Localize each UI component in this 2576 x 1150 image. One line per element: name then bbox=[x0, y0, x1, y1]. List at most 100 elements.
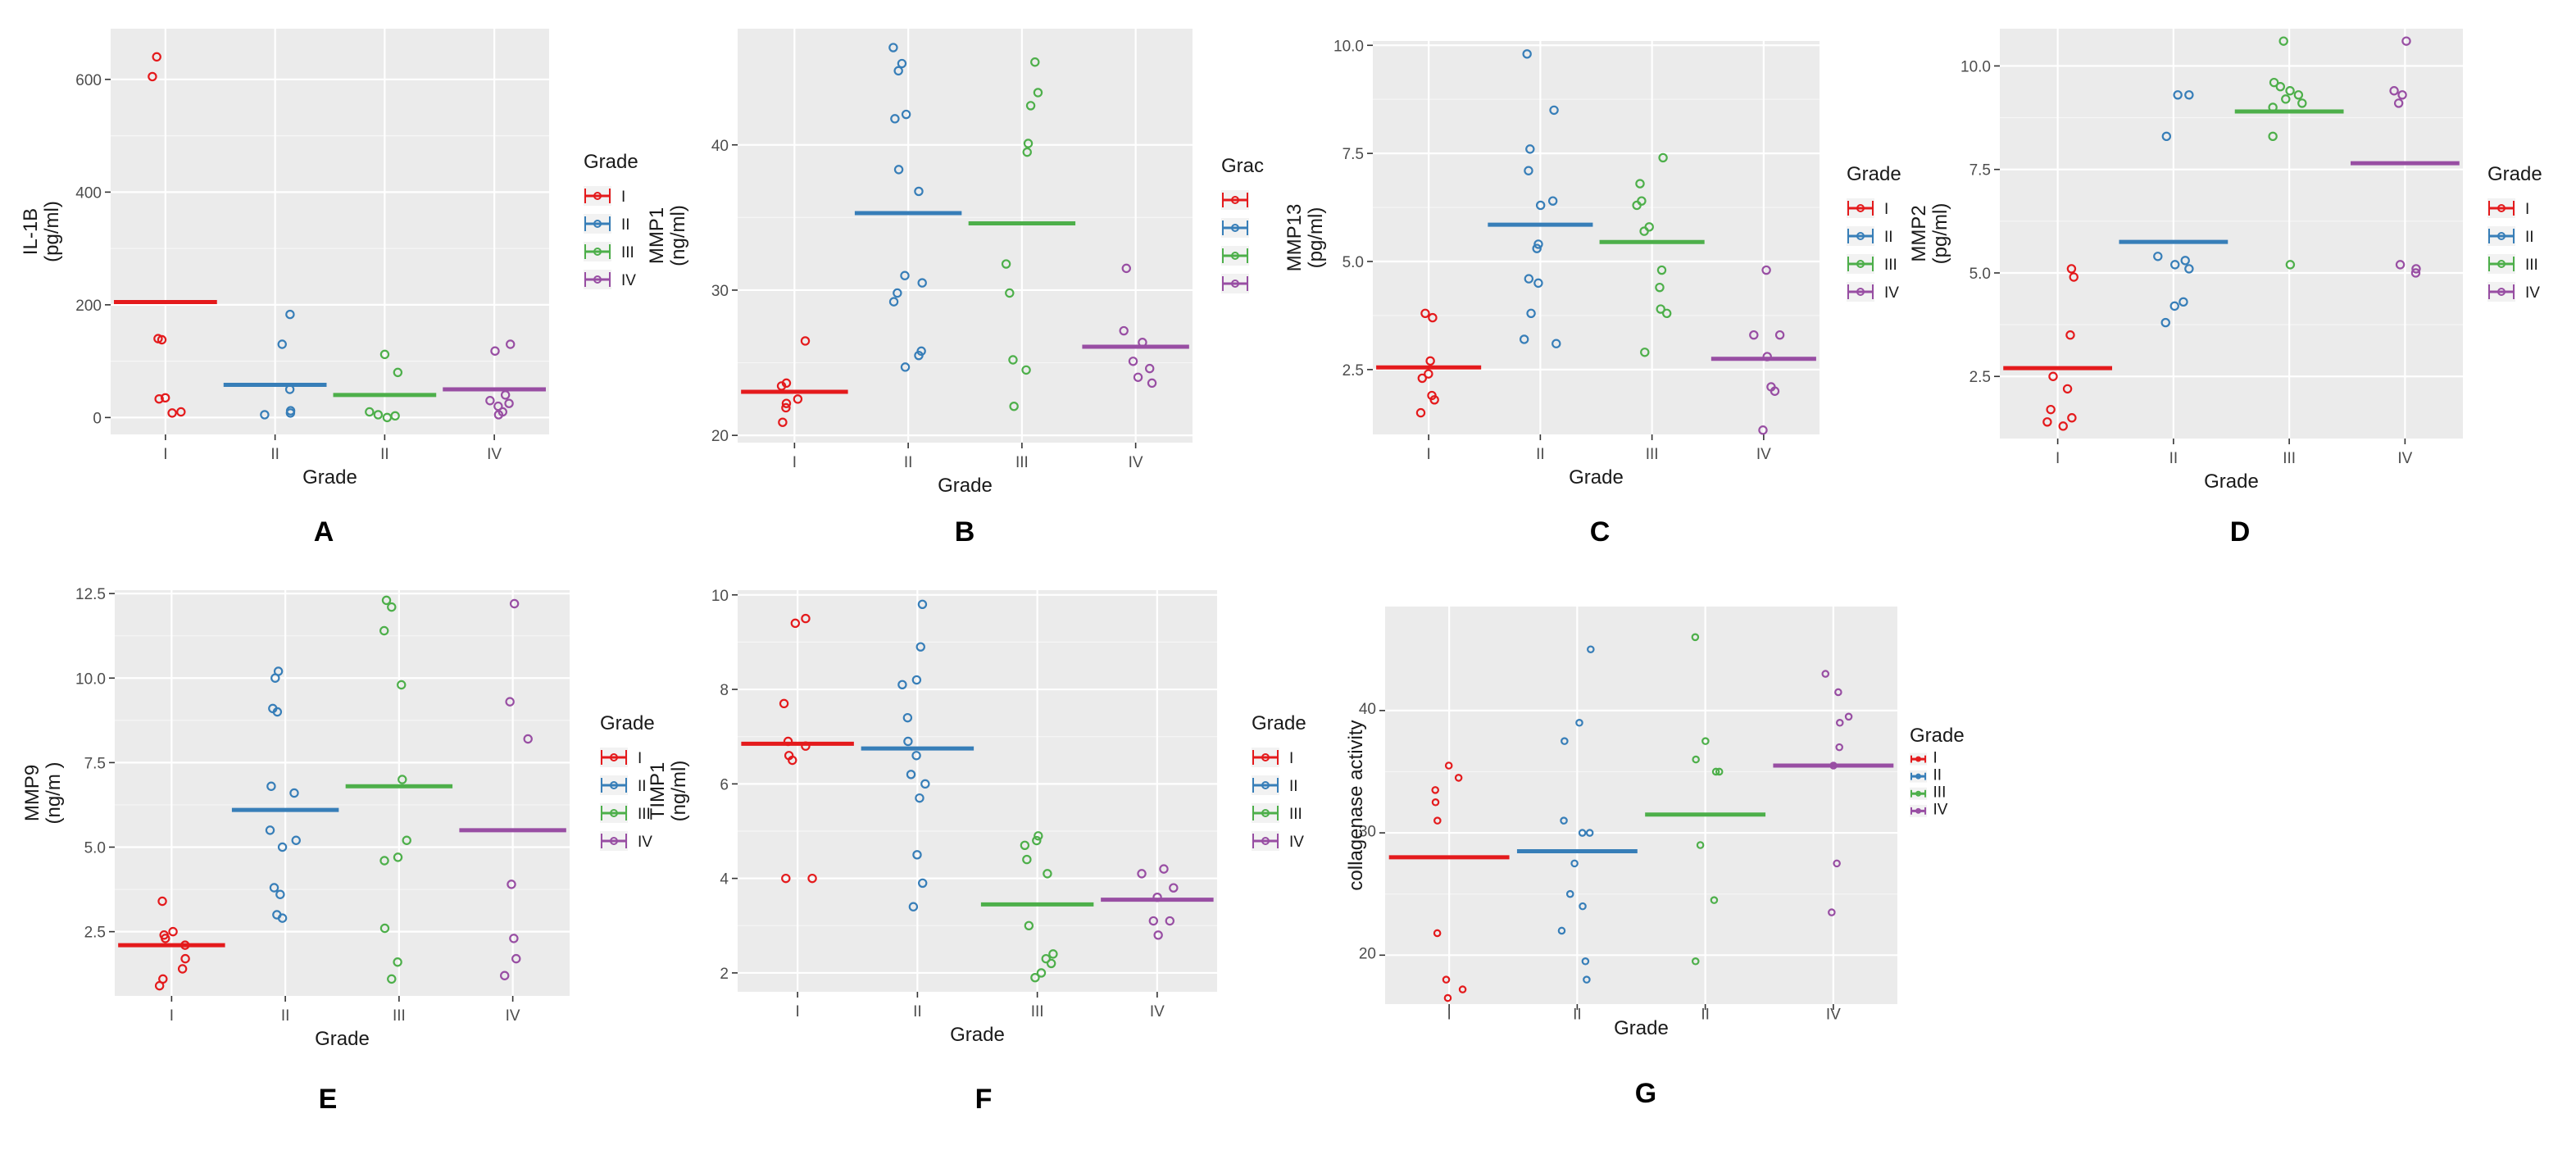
data-point-grade-ii bbox=[893, 288, 902, 298]
data-point-grade-iii bbox=[1021, 365, 1031, 375]
data-point-grade-iii bbox=[2297, 98, 2307, 108]
panel-background bbox=[115, 590, 570, 996]
panel-label-f: F bbox=[975, 1084, 993, 1115]
data-point-grade-ii bbox=[893, 66, 903, 76]
data-point-grade-iii bbox=[1025, 101, 1036, 111]
x-axis-title: Grade bbox=[938, 475, 993, 497]
x-tick-label: II bbox=[1701, 1007, 1710, 1024]
data-point-grade-iv bbox=[2401, 36, 2411, 46]
data-point-grade-i bbox=[2058, 421, 2068, 431]
legend-key-point bbox=[2497, 232, 2506, 240]
data-point-grade-i bbox=[1428, 312, 1438, 323]
data-point-grade-iv bbox=[2389, 86, 2399, 96]
data-point-grade-iii bbox=[379, 923, 390, 934]
panel-background bbox=[738, 29, 1193, 443]
legend-key-point bbox=[1261, 753, 1270, 761]
data-point-grade-iii bbox=[402, 835, 411, 845]
legend-label-grade-ii: II bbox=[638, 778, 647, 795]
data-point-grade-ii bbox=[1525, 144, 1535, 154]
data-point-grade-iii bbox=[387, 974, 397, 984]
data-point-grade-iv bbox=[1774, 330, 1785, 340]
data-point-grade-iii bbox=[397, 680, 407, 690]
y-tick-label: 2.5 bbox=[1969, 369, 1991, 386]
data-point-grade-i bbox=[168, 926, 178, 937]
data-point-grade-ii bbox=[1526, 308, 1536, 319]
x-tick-label: IV bbox=[2397, 450, 2412, 467]
legend-key-point bbox=[1261, 837, 1270, 845]
data-point-grade-i bbox=[790, 618, 801, 629]
y-tick-label: 20 bbox=[711, 428, 729, 445]
y-axis-title: (pg/ml) bbox=[1305, 207, 1327, 269]
data-point-grade-iv bbox=[1128, 357, 1138, 366]
legend-label-grade-ii: II bbox=[1884, 229, 1893, 246]
data-point-grade-i bbox=[177, 964, 188, 974]
legend-label-grade-iii: III bbox=[1933, 784, 1947, 802]
y-tick-label: 30 bbox=[711, 283, 729, 300]
y-axis-title: (pg/ml) bbox=[41, 201, 63, 262]
data-point-grade-i bbox=[1425, 356, 1435, 366]
y-tick-label: 10.0 bbox=[75, 670, 106, 688]
data-point-grade-iii bbox=[2269, 77, 2279, 88]
data-point-grade-iii bbox=[1640, 348, 1650, 357]
data-point-grade-ii bbox=[2161, 131, 2172, 142]
data-point-grade-iv bbox=[509, 598, 520, 609]
x-tick-label: I bbox=[163, 446, 167, 463]
legend-title: Grade bbox=[600, 712, 655, 734]
data-point-grade-iii bbox=[1030, 973, 1040, 983]
data-point-grade-iii bbox=[393, 957, 402, 967]
data-point-grade-iv bbox=[2411, 264, 2421, 274]
data-point-grade-iii bbox=[1048, 949, 1058, 959]
data-point-grade-ii bbox=[1585, 829, 1594, 837]
data-point-grade-i bbox=[2048, 371, 2058, 381]
data-point-grade-iii bbox=[1008, 355, 1018, 365]
data-point-grade-iii bbox=[1691, 957, 1700, 966]
data-point-grade-iii bbox=[382, 412, 393, 423]
data-point-grade-i bbox=[1417, 373, 1427, 384]
data-point-grade-ii bbox=[912, 850, 922, 860]
y-tick-label: 5.0 bbox=[1969, 266, 1991, 283]
x-tick-label: I bbox=[2056, 450, 2060, 467]
data-point-grade-iii bbox=[1691, 633, 1700, 642]
x-tick-label: IV bbox=[1756, 446, 1771, 463]
panel-label-c: C bbox=[1590, 516, 1611, 548]
data-point-grade-i bbox=[180, 953, 190, 964]
panel-background bbox=[111, 29, 549, 434]
data-point-grade-iv bbox=[1833, 859, 1841, 868]
data-point-grade-ii bbox=[2153, 252, 2163, 261]
data-point-grade-iv bbox=[1835, 718, 1844, 727]
data-point-grade-ii bbox=[1575, 718, 1583, 727]
panel-background bbox=[738, 590, 1217, 992]
y-axis-title: (ng/m ) bbox=[43, 761, 65, 824]
data-point-grade-ii bbox=[890, 114, 900, 124]
x-tick-label: II bbox=[281, 1007, 290, 1025]
data-point-grade-i bbox=[154, 980, 165, 991]
legend-label-grade-i: I bbox=[2525, 201, 2529, 218]
data-point-grade-ii bbox=[291, 835, 301, 845]
legend-label-grade-iii: III bbox=[1289, 806, 1302, 823]
y-tick-label: 30 bbox=[1359, 823, 1376, 840]
x-axis-title: Grade bbox=[1614, 1017, 1669, 1039]
x-tick-label: III bbox=[1646, 446, 1659, 463]
y-axis-title: TIMP1 bbox=[647, 762, 669, 820]
data-point-grade-iii bbox=[365, 407, 375, 417]
data-point-grade-i bbox=[781, 398, 792, 408]
panel-background bbox=[2000, 29, 2463, 439]
data-point-grade-iv bbox=[2397, 90, 2407, 100]
legend-key-point bbox=[593, 192, 602, 200]
data-point-grade-iii bbox=[1005, 288, 1015, 298]
y-tick-label: 200 bbox=[75, 298, 102, 315]
data-point-grade-ii bbox=[2180, 256, 2190, 266]
data-point-grade-iii bbox=[1692, 755, 1700, 764]
legend-key-point bbox=[1231, 252, 1239, 260]
data-point-grade-iii bbox=[379, 625, 389, 636]
data-point-grade-ii bbox=[888, 297, 899, 307]
y-tick-label: 40 bbox=[1359, 701, 1376, 718]
legend-key-point bbox=[610, 837, 618, 845]
legend-key-point bbox=[2497, 288, 2506, 296]
data-point-grade-i bbox=[1433, 816, 1442, 825]
data-point-grade-iv bbox=[1821, 670, 1830, 678]
data-point-grade-i bbox=[1443, 993, 1452, 1002]
data-point-grade-ii bbox=[260, 410, 270, 420]
